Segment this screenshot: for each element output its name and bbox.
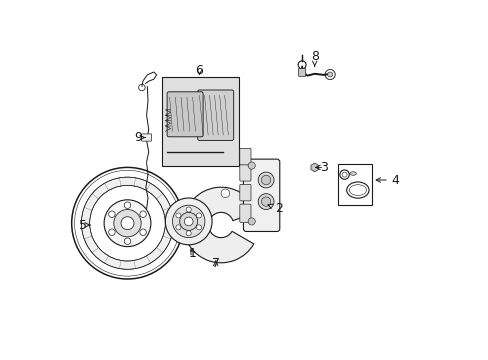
Circle shape xyxy=(196,225,201,230)
Text: 4: 4 xyxy=(375,174,399,186)
Circle shape xyxy=(121,217,134,230)
Circle shape xyxy=(258,194,273,210)
Text: 6: 6 xyxy=(195,64,203,77)
Text: 7: 7 xyxy=(211,257,219,270)
Circle shape xyxy=(184,217,193,226)
Circle shape xyxy=(261,197,270,206)
Circle shape xyxy=(104,200,151,247)
Circle shape xyxy=(196,213,201,218)
Circle shape xyxy=(261,175,270,185)
FancyBboxPatch shape xyxy=(167,92,203,137)
Text: 1: 1 xyxy=(189,247,197,260)
Circle shape xyxy=(108,211,115,217)
Circle shape xyxy=(176,213,181,218)
FancyBboxPatch shape xyxy=(239,165,250,181)
Text: 8: 8 xyxy=(310,50,318,66)
Ellipse shape xyxy=(349,172,356,175)
Circle shape xyxy=(179,212,197,230)
FancyBboxPatch shape xyxy=(141,134,151,141)
FancyBboxPatch shape xyxy=(197,90,233,140)
Text: 9: 9 xyxy=(134,131,145,144)
Bar xyxy=(337,164,371,205)
Circle shape xyxy=(186,207,191,212)
Circle shape xyxy=(247,218,255,225)
Circle shape xyxy=(176,225,181,230)
Circle shape xyxy=(114,210,141,237)
Wedge shape xyxy=(183,187,256,263)
FancyBboxPatch shape xyxy=(239,204,250,222)
Circle shape xyxy=(327,72,332,77)
Text: 3: 3 xyxy=(315,161,327,174)
Bar xyxy=(162,77,239,166)
FancyBboxPatch shape xyxy=(243,159,279,231)
FancyBboxPatch shape xyxy=(239,184,250,201)
Text: 5: 5 xyxy=(79,219,90,231)
Circle shape xyxy=(247,162,255,169)
Circle shape xyxy=(124,238,130,244)
Circle shape xyxy=(108,229,115,235)
Circle shape xyxy=(140,211,146,217)
FancyBboxPatch shape xyxy=(298,68,305,76)
Circle shape xyxy=(124,202,130,208)
Text: 2: 2 xyxy=(267,202,282,215)
FancyBboxPatch shape xyxy=(239,148,250,165)
Circle shape xyxy=(165,198,212,245)
Circle shape xyxy=(221,189,229,198)
Circle shape xyxy=(186,231,191,236)
Circle shape xyxy=(258,172,273,188)
Circle shape xyxy=(172,205,204,238)
Circle shape xyxy=(140,229,146,235)
